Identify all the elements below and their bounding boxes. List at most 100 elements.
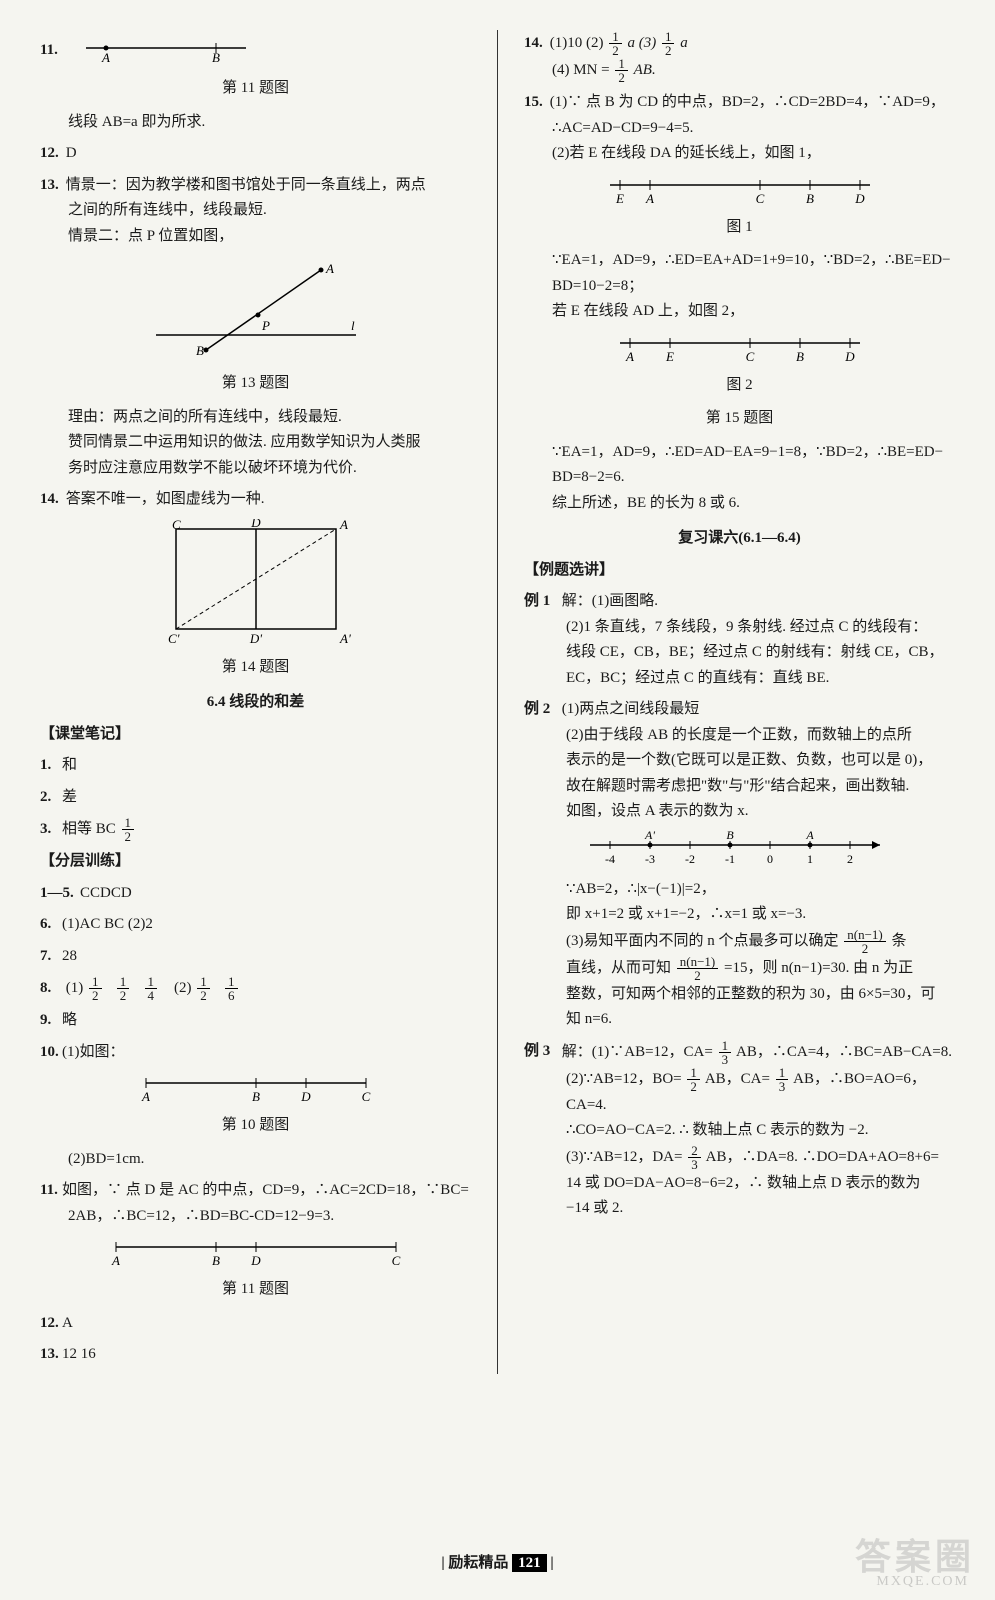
rq14-p4b: AB. — [634, 62, 656, 78]
e3-l2f1: 12 — [687, 1066, 700, 1093]
r8-f4: 12 — [197, 975, 210, 1002]
r10-p2: (2)BD=1cm. — [40, 1147, 471, 1173]
svg-text:1: 1 — [807, 852, 813, 866]
r13: 13.12 16 — [40, 1342, 471, 1368]
footer-page: 121 — [512, 1554, 547, 1572]
svg-text:B: B — [726, 831, 734, 842]
r8-num: 8. — [40, 976, 62, 1002]
svg-text:A: A — [325, 261, 334, 276]
svg-text:-1: -1 — [725, 852, 735, 866]
e2-l11: 知 n=6. — [524, 1007, 955, 1033]
svg-text:-3: -3 — [645, 852, 655, 866]
r9: 9.略 — [40, 1008, 471, 1034]
e1-l1: 解：(1)画图略. — [562, 593, 658, 609]
r6-text: (1)AC BC (2)2 — [62, 916, 153, 932]
q12-num: 12. — [40, 141, 62, 167]
svg-text:l: l — [351, 318, 355, 333]
rq15-l8: BD=8−2=6. — [524, 465, 955, 491]
svg-text:A': A' — [644, 831, 655, 842]
e2-l8-row: (3)易知平面内不同的 n 个点最多可以确定 n(n−1)2 条 — [524, 928, 955, 955]
rq14-b: a — [680, 35, 688, 51]
e2-l8b: 条 — [892, 932, 907, 948]
svg-text:D: D — [300, 1089, 311, 1104]
column-divider — [497, 30, 498, 1374]
e3-l4b: AB，∴DA=8. ∴DO=DA+AO=8+6= — [706, 1148, 939, 1164]
svg-text:A: A — [625, 349, 634, 364]
q11-caption: 第 11 题图 — [40, 76, 471, 102]
e2-l9f: n(n−1)2 — [677, 955, 719, 982]
q13: 13. 情景一：因为教学楼和图书馆处于同一条直线上，两点 之间的所有连线中，线段… — [40, 173, 471, 482]
rq15: 15. (1)∵ 点 B 为 CD 的中点，BD=2，∴CD=2BD=4，∵AD… — [524, 90, 955, 516]
q13-caption: 第 13 题图 — [40, 371, 471, 397]
rq14-a: a (3) — [627, 35, 656, 51]
e1-label: 例 1 — [524, 589, 558, 615]
e3-l1b: AB，∴CA=4，∴BC=AB−CA=8. — [736, 1043, 952, 1059]
q13-l6: 务时应注意应用数学不能以破坏环境为代价. — [40, 456, 471, 482]
svg-text:B: B — [196, 343, 204, 358]
rq14-p4: (4) MN = — [552, 62, 610, 78]
r12: 12.A — [40, 1311, 471, 1337]
r9-text: 略 — [62, 1012, 77, 1028]
r15-label: 1—5. — [40, 881, 80, 907]
e2-l10: 整数，可知两个相邻的正整数的积为 30，由 6×5=30，可 — [524, 982, 955, 1008]
r8-p1: (1) — [66, 980, 84, 996]
q14-left-text: 答案不唯一，如图虚线为一种. — [66, 491, 265, 507]
r7: 7.28 — [40, 944, 471, 970]
e1-l2: (2)1 条直线，7 条线段，9 条射线. 经过点 C 的线段有： — [524, 615, 955, 641]
r11-figure: A B D C — [96, 1235, 416, 1271]
svg-text:D: D — [854, 191, 865, 206]
r11: 11.如图，∵ 点 D 是 AC 的中点，CD=9，∴AC=2CD=18，∵BC… — [40, 1178, 471, 1303]
r15-row: 1—5.CCDCD — [40, 881, 471, 907]
svg-text:A: A — [805, 831, 814, 842]
svg-text:P: P — [261, 318, 270, 333]
rq14-p4-row: (4) MN = 12 AB. — [524, 57, 955, 84]
svg-text:C: C — [391, 1253, 400, 1268]
r8-f5: 16 — [225, 975, 238, 1002]
n2-text: 差 — [62, 789, 77, 805]
q14-left: 14. 答案不唯一，如图虚线为一种. C D A C' D' A' 第 14 题… — [40, 487, 471, 680]
svg-text:2: 2 — [847, 852, 853, 866]
r8-p2: (2) — [174, 980, 192, 996]
svg-text:D: D — [250, 519, 261, 530]
e3-l5: 14 或 DO=DA−AO=8−6=2，∴ 数轴上点 D 表示的数为 — [524, 1171, 955, 1197]
svg-text:A': A' — [339, 631, 351, 646]
fxk-title: 复习课六(6.1—6.4) — [524, 526, 955, 552]
svg-text:-2: -2 — [685, 852, 695, 866]
e3-l4-row: (3)∵AB=12，DA= 23 AB，∴DA=8. ∴DO=DA+AO=8+6… — [524, 1144, 955, 1171]
rq15-cap2: 图 2 — [524, 373, 955, 399]
e3-l4a: (3)∵AB=12，DA= — [566, 1148, 682, 1164]
svg-text:E: E — [615, 191, 624, 206]
q14-left-num: 14. — [40, 487, 62, 513]
r8-f3: 14 — [145, 975, 158, 1002]
q14-figure: C D A C' D' A' — [156, 519, 356, 649]
q12: 12. D — [40, 141, 471, 167]
e2-l2: (2)由于线段 AB 的长度是一个正数，而数轴上的点所 — [524, 723, 955, 749]
r6-num: 6. — [40, 912, 62, 938]
svg-text:0: 0 — [767, 852, 773, 866]
e2-l7: 即 x+1=2 或 x+1=−2，∴x=1 或 x=−3. — [524, 902, 955, 928]
rq15-cap1: 图 1 — [524, 215, 955, 241]
r12-num: 12. — [40, 1311, 62, 1337]
fcxl: 【分层训练】 — [40, 849, 471, 875]
rq15-fig2: A E C B D — [600, 331, 880, 367]
rq14: 14. (1)10 (2) 12 a (3) 12 a (4) MN = 12 … — [524, 30, 955, 84]
e3-l1a: 解：(1)∵AB=12，CA= — [562, 1043, 713, 1059]
e2-l9-row: 直线，从而可知 n(n−1)2 =15，则 n(n−1)=30. 由 n 为正 — [524, 955, 955, 982]
r7-num: 7. — [40, 944, 62, 970]
r12-text: A — [62, 1315, 73, 1331]
n1-text: 和 — [62, 757, 77, 773]
q13-l3: 情景二：点 P 位置如图， — [40, 224, 471, 250]
rq14-fa: 12 — [609, 30, 622, 57]
note3: 3.相等 BC 12 — [40, 816, 471, 843]
rq15-num: 15. — [524, 90, 546, 116]
e3-l2a: (2)∵AB=12，BO= — [566, 1070, 682, 1086]
svg-text:A: A — [339, 519, 348, 532]
e2-l6: ∵AB=2，∴|x−(−1)|=2， — [524, 877, 955, 903]
e2-l9a: 直线，从而可知 — [566, 959, 671, 975]
svg-text:B: B — [806, 191, 814, 206]
r10-caption: 第 10 题图 — [40, 1113, 471, 1139]
e1: 例 1 解：(1)画图略. (2)1 条直线，7 条线段，9 条射线. 经过点 … — [524, 589, 955, 691]
svg-text:A: A — [111, 1253, 120, 1268]
e3-l2-row: (2)∵AB=12，BO= 12 AB，CA= 13 AB，∴BO=AO=6，C… — [524, 1066, 955, 1119]
svg-text:A: A — [101, 50, 110, 65]
